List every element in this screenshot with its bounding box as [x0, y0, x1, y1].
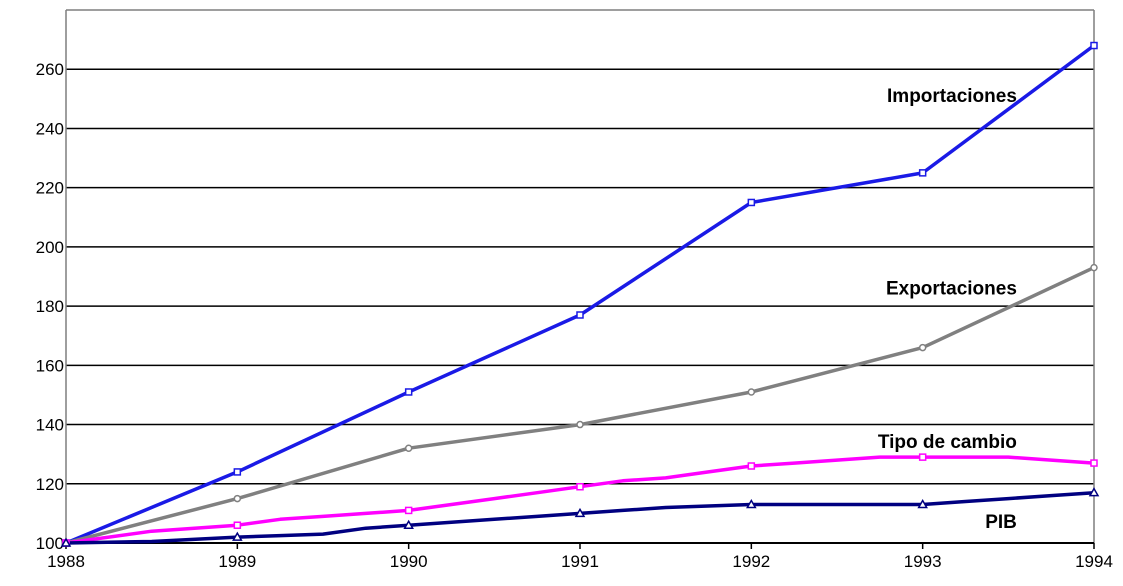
- y-tick-label-260: 260: [36, 60, 64, 79]
- marker-exportaciones-1989: [233, 494, 242, 503]
- y-axis-ticks: 100 120 140 160 180 200 220 240 260: [36, 60, 64, 553]
- marker-pib-1993: [917, 498, 928, 509]
- x-tick-label-1993: 1993: [904, 552, 942, 571]
- marker-importaciones-1994: [1090, 41, 1098, 50]
- x-tick-label-1992: 1992: [732, 552, 770, 571]
- marker-pib-1988: [60, 537, 72, 547]
- marker-importaciones-1991: [576, 311, 584, 319]
- marker-importaciones-1990: [404, 388, 413, 396]
- series-markers: [60, 41, 1100, 547]
- marker-pib-1989: [232, 531, 243, 541]
- y-tick-label-160: 160: [36, 356, 64, 375]
- marker-pib-1994: [1088, 487, 1100, 497]
- marker-importaciones-1989: [233, 468, 242, 476]
- label-exportaciones: Exportaciones: [886, 278, 1017, 299]
- marker-tipo-de-cambio-1989: [233, 521, 242, 529]
- x-tick-label-1988: 1988: [47, 552, 85, 571]
- marker-exportaciones-1991: [576, 420, 584, 429]
- y-tick-label-200: 200: [36, 238, 64, 257]
- y-tick-label-180: 180: [36, 297, 64, 316]
- marker-tipo-de-cambio-1994: [1090, 459, 1098, 467]
- label-importaciones: Importaciones: [887, 86, 1017, 107]
- x-tick-label-1991: 1991: [561, 552, 599, 571]
- marker-exportaciones-1994: [1090, 263, 1098, 272]
- label-pib: PIB: [985, 512, 1017, 533]
- marker-tipo-de-cambio-1993: [918, 453, 927, 461]
- marker-importaciones-1992: [747, 198, 756, 207]
- y-tick-label-220: 220: [36, 179, 64, 198]
- y-tick-label-140: 140: [36, 416, 64, 435]
- y-tick-label-100: 100: [36, 534, 64, 553]
- series-line-tipo-de-cambio: [65, 455, 1095, 545]
- marker-exportaciones-1992: [747, 388, 756, 396]
- marker-tipo-de-cambio-1991: [576, 482, 584, 491]
- x-axis-ticks: 1988 1989 1990 1991 1992 1993 1994: [47, 543, 1113, 571]
- marker-pib-1992: [746, 498, 757, 509]
- marker-exportaciones-1990: [404, 444, 413, 452]
- x-tick-label-1989: 1989: [218, 552, 256, 571]
- x-tick-label-1990: 1990: [390, 552, 428, 571]
- label-tipo-de-cambio: Tipo de cambio: [878, 432, 1017, 453]
- marker-tipo-de-cambio-1990: [404, 506, 413, 515]
- x-tick-label-1994: 1994: [1075, 552, 1113, 571]
- marker-exportaciones-1993: [918, 343, 927, 352]
- y-tick-label-240: 240: [36, 119, 64, 138]
- marker-pib-1990: [403, 519, 414, 529]
- marker-importaciones-1993: [918, 169, 927, 177]
- marker-pib-1991: [574, 507, 586, 518]
- y-tick-label-120: 120: [36, 475, 64, 494]
- series-line-pib: [65, 490, 1095, 545]
- marker-tipo-de-cambio-1992: [747, 462, 756, 470]
- series-labels: Importaciones Exportaciones Tipo de cambio…: [878, 86, 1017, 533]
